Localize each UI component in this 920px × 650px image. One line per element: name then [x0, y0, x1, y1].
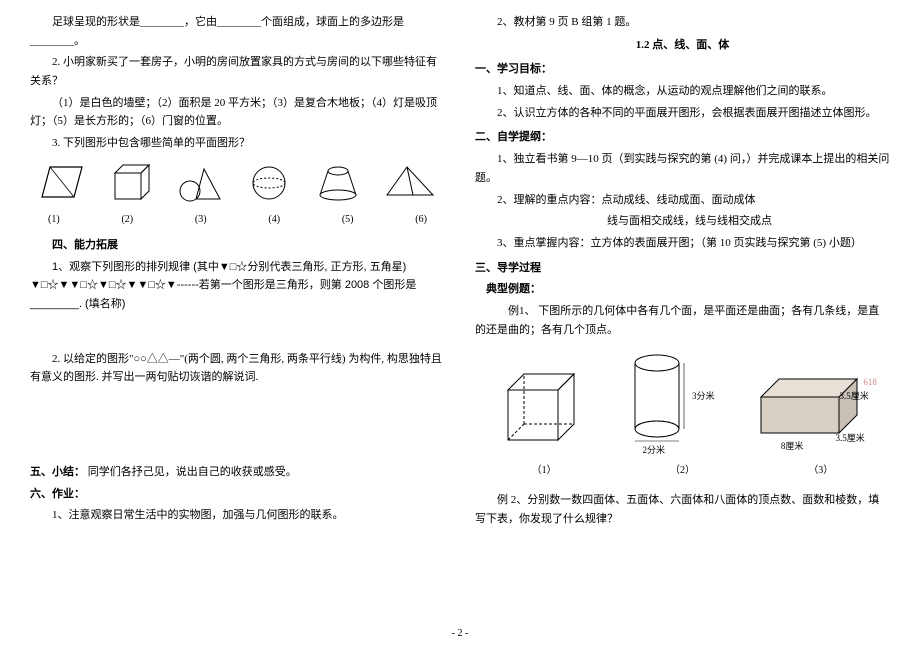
cube-icon: [107, 161, 155, 203]
label-5: (5): [342, 211, 354, 228]
example-1: 例1、 下图所示的几何体中各有几个面，是平面还是曲面；各有几条线，是直的还是曲的…: [475, 302, 890, 339]
watermark: 618: [863, 375, 877, 390]
s1-2: 2、认识立方体的各种不同的平面展开图形，会根据表面展开图描述立体图形。: [475, 104, 890, 123]
dim-diameter: 2分米: [642, 443, 665, 458]
s2-2b: 线与面相交成线，线与线相交成点: [475, 212, 890, 231]
glabel-2: （2）: [670, 462, 695, 479]
example-heading: 典型例题：: [475, 280, 890, 299]
football-question: 足球呈现的形状是________，它由________个面组成，球面上的多边形是…: [30, 13, 445, 50]
section-2-heading: 二、自学提纲：: [475, 128, 890, 147]
label-3: (3): [195, 211, 207, 228]
spacer-2: [30, 390, 445, 460]
shape-6: [383, 161, 437, 203]
section-5-heading: 五、小结：: [30, 466, 85, 478]
geometry-labels: （1） （2） （3）: [475, 462, 890, 479]
geometry-row: 3分米 2分米 3.5厘米 8厘米 3.5厘米 618: [475, 349, 890, 456]
section-5: 五、小结： 同学们各抒己见，说出自己的收获或感受。: [30, 463, 445, 482]
frustum-icon: [314, 161, 362, 203]
label-4: (4): [268, 211, 280, 228]
cuboid-wrap: 3.5厘米 8厘米 3.5厘米 618: [751, 369, 871, 456]
label-6: (6): [415, 211, 427, 228]
label-2: (2): [121, 211, 133, 228]
example-2: 例 2、分别数一数四面体、五面体、六面体和八面体的顶点数、面数和棱数，填写下表，…: [475, 491, 890, 528]
glabel-3: （3）: [808, 462, 833, 479]
q3: 3. 下列图形中包含哪些简单的平面图形？: [30, 134, 445, 153]
shapes-row: [30, 161, 445, 203]
cylinder-wrap: 3分米 2分米: [622, 349, 712, 456]
label-1: (1): [48, 211, 60, 228]
page-number: - 2 -: [0, 625, 920, 642]
s2-2: 2、理解的重点内容：点动成线、线动成面、面动成体: [475, 191, 890, 210]
shape-2: [107, 161, 155, 203]
q4-2: 2. 以给定的图形"○○△△—"(两个圆, 两个三角形, 两条平行线) 为构件,…: [30, 350, 445, 387]
shape-4: [245, 161, 293, 203]
section-6-heading: 六、作业：: [30, 485, 445, 504]
shape-1: [38, 161, 86, 203]
shape-3: [176, 161, 224, 203]
q4-1: 1、观察下列图形的排列规律 (其中▼□☆分别代表三角形, 正方形, 五角星) ▼…: [30, 258, 445, 314]
shape-5: [314, 161, 362, 203]
s1-1: 1、知道点、线、面、体的概念，从运动的观点理解他们之间的联系。: [475, 82, 890, 101]
section-5-text: 同学们各抒己见，说出自己的收获或感受。: [88, 466, 297, 478]
dim-cuboid-h: 3.5厘米: [840, 389, 869, 404]
cube-figure-icon: [494, 366, 584, 456]
glabel-1: （1）: [532, 462, 557, 479]
section-4-heading: 四、能力拓展: [30, 236, 445, 255]
shape-labels: (1) (2) (3) (4) (5) (6): [30, 211, 445, 228]
left-column: 足球呈现的形状是________，它由________个面组成，球面上的多边形是…: [30, 10, 445, 640]
s2-1: 1、独立看书第 9—10 页（到实践与探究的第 (4) 问，）并完成课本上提出的…: [475, 150, 890, 187]
s2-3: 3、重点掌握内容：立方体的表面展开图；（第 10 页实践与探究第 (5) 小题）: [475, 234, 890, 253]
dim-cuboid-w: 3.5厘米: [836, 431, 865, 446]
section-1-heading: 一、学习目标：: [475, 60, 890, 79]
cone-circle-icon: [176, 161, 224, 203]
section-3-heading: 三、导学过程: [475, 259, 890, 278]
spacer: [30, 317, 445, 347]
q2-line2: （1）是白色的墙壁；（2）面积是 20 平方米；（3）是复合木地板；（4）灯是吸…: [30, 94, 445, 131]
right-p1: 2、教材第 9 页 B 组第 1 题。: [475, 13, 890, 32]
parallelogram-icon: [38, 161, 86, 203]
sphere-icon: [245, 161, 293, 203]
dim-height: 3分米: [692, 389, 715, 404]
lesson-title: 1.2 点、线、面、体: [475, 36, 890, 55]
dim-cuboid-l: 8厘米: [781, 439, 804, 454]
pyramid-icon: [383, 161, 437, 203]
section-6-1: 1、注意观察日常生活中的实物图，加强与几何图形的联系。: [30, 506, 445, 525]
right-column: 2、教材第 9 页 B 组第 1 题。 1.2 点、线、面、体 一、学习目标： …: [475, 10, 890, 640]
q2-line1: 2. 小明家新买了一套房子，小明的房间放置家具的方式与房间的以下哪些特征有关系？: [30, 53, 445, 90]
